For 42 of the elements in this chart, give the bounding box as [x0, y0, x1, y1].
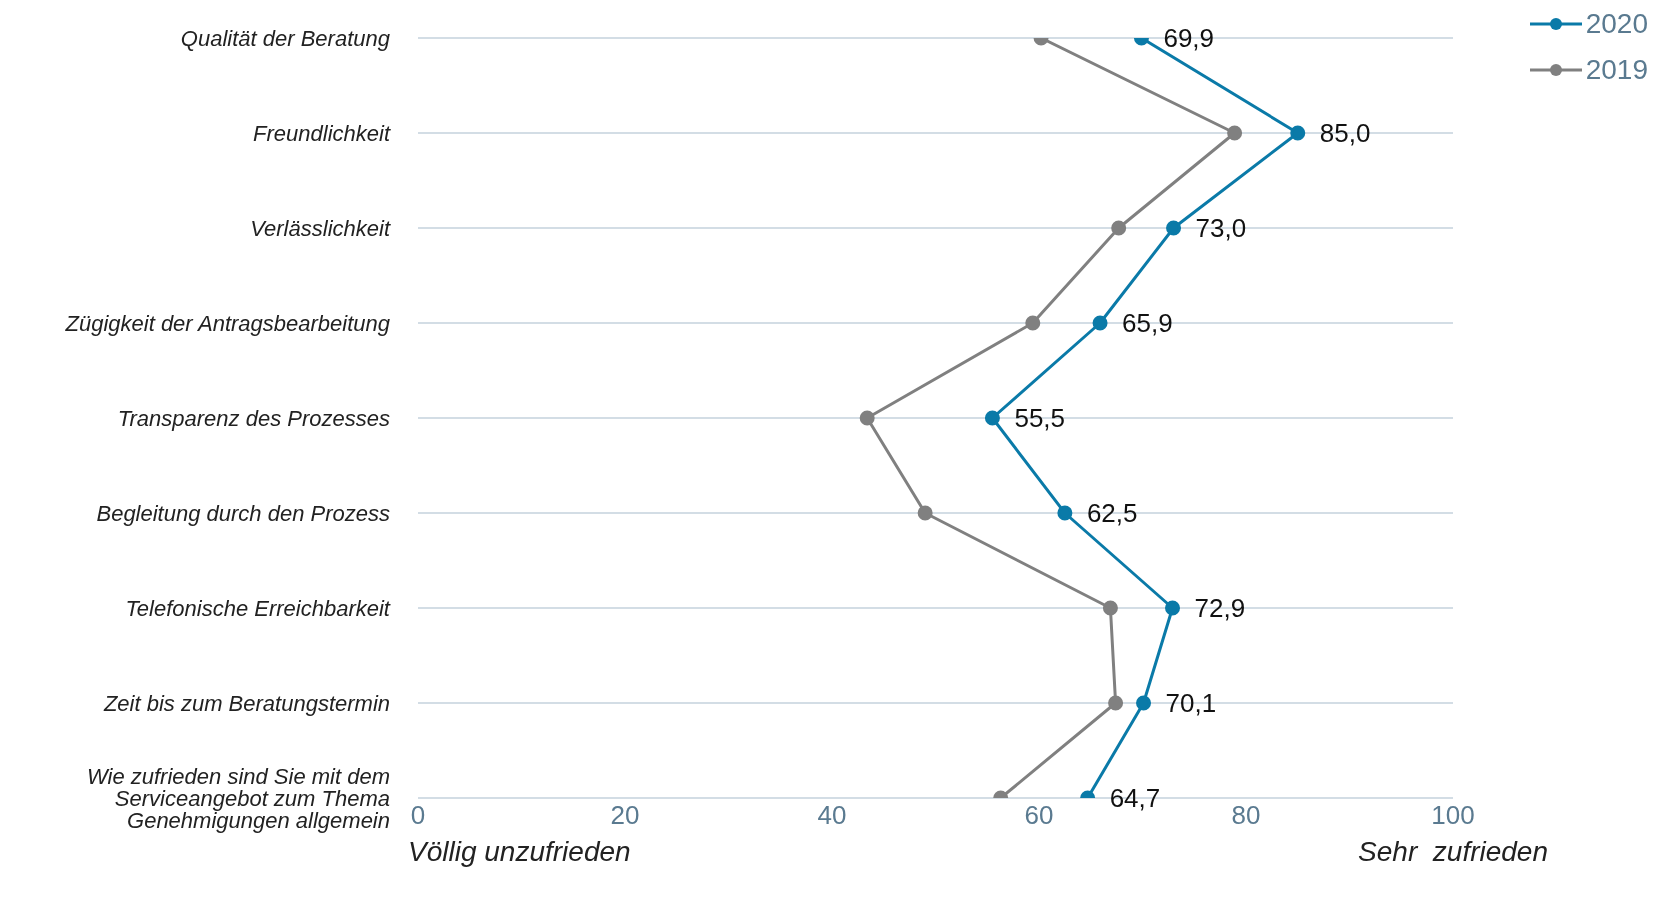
point: [1166, 220, 1182, 236]
data-label: 64,7: [1109, 783, 1161, 813]
point: [1102, 600, 1118, 616]
x-tick-label: 20: [610, 800, 640, 831]
x-tick-label: 40: [817, 800, 847, 831]
legend-label: 2020: [1585, 8, 1648, 40]
y-tick-label: Wie zufrieden sind Sie mit dem Serviceangebot zum Thema Genehmigungen allgemein: [86, 763, 390, 833]
data-label: 70,1: [1165, 688, 1217, 718]
point: [859, 410, 875, 426]
data-label: 73,0: [1195, 213, 1247, 243]
point: [1227, 125, 1243, 141]
y-tick-label: Zügigkeit der Antragsbearbeitung: [64, 310, 391, 336]
data-label: 69,9: [1163, 23, 1215, 53]
point: [984, 410, 1000, 426]
y-tick-label: Telefonische Erreichbarkeit: [125, 595, 391, 621]
y-tick-label: Qualität der Beratung: [180, 25, 391, 51]
annotation: Völlig unzufrieden: [408, 836, 631, 868]
point: [1165, 600, 1181, 616]
point: [1057, 505, 1073, 521]
y-tick-label: Begleitung durch den Prozess: [96, 500, 390, 526]
y-tick-label: Freundlichkeit: [253, 120, 391, 146]
y-tick-label: Zeit bis zum Beratungstermin: [102, 690, 390, 716]
point: [1092, 315, 1108, 331]
data-label: 55,5: [1014, 403, 1066, 433]
x-tick-label: 100: [1431, 800, 1475, 831]
y-tick-label: Transparenz des Prozesses: [117, 405, 390, 431]
y-tick-label: Verlässlichkeit: [250, 215, 391, 241]
data-label: 85,0: [1319, 118, 1371, 148]
point: [917, 505, 933, 521]
point: [1108, 695, 1124, 711]
point: [1111, 220, 1127, 236]
point: [1025, 315, 1041, 331]
annotation: Sehr zufrieden: [1358, 836, 1548, 868]
data-label: 72,9: [1194, 593, 1246, 623]
x-tick-label: 0: [410, 800, 426, 831]
data-label: 62,5: [1086, 498, 1138, 528]
point: [1136, 695, 1152, 711]
x-tick-label: 80: [1231, 800, 1261, 831]
legend-label: 2019: [1585, 54, 1648, 86]
data-label: 65,9: [1122, 308, 1173, 338]
x-tick-label: 60: [1024, 800, 1054, 831]
point: [1290, 125, 1306, 141]
